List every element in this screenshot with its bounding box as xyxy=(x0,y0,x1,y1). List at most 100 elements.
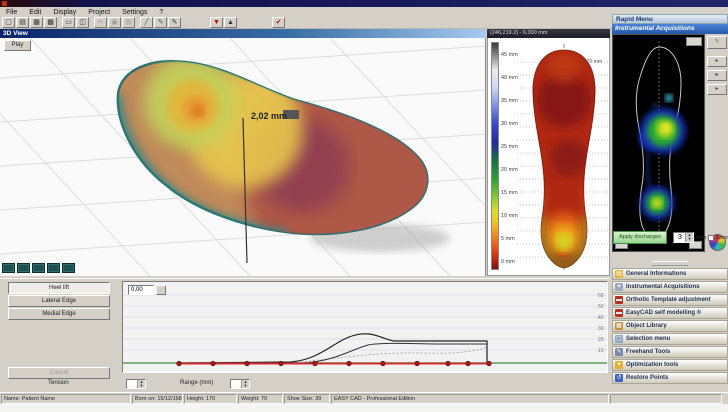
discharge-depth-stepper[interactable]: 3 ▲ ▼ xyxy=(673,232,694,243)
scan-option-button-1[interactable]: ▸ xyxy=(707,56,727,67)
height-value-field[interactable]: 0,00 xyxy=(128,285,154,295)
play-button[interactable]: Play xyxy=(4,40,31,51)
freehand-icon[interactable]: ✎ xyxy=(168,17,181,28)
scan-option-button-2[interactable]: ▸ xyxy=(707,70,727,81)
map-gridlines xyxy=(517,61,609,258)
pressure-scan-view[interactable] xyxy=(612,34,705,252)
height-value-button[interactable] xyxy=(156,285,166,295)
section-label: Orthotic Template adjustment xyxy=(626,297,711,303)
svg-text:60: 60 xyxy=(598,293,604,299)
mill-icon[interactable]: ▼ xyxy=(210,17,223,28)
section-easycad-self-modelling[interactable]: ▬ EasyCAD self modelling ® xyxy=(612,307,728,319)
stepper-arrows-icon[interactable]: ▲ ▼ xyxy=(137,380,145,388)
map-length-label: 270 mm xyxy=(584,59,603,65)
editor-gridlines xyxy=(123,294,607,351)
apply-discharges-button[interactable]: Apply discharges xyxy=(613,231,667,244)
stepper-arrows-icon[interactable]: ▲ ▼ xyxy=(241,380,249,388)
scale-tick: 10 mm xyxy=(501,213,518,219)
section-optimization-tools[interactable]: ✦ Optimization tools xyxy=(612,359,728,371)
toolbar: ▢ ▤ ▦ ▩ ▭ ◫ ✂ ▣ ▤ ╱ ✎ ✎ ▼ ▲ ✔ xyxy=(0,17,728,29)
control-points[interactable] xyxy=(176,360,492,367)
profile-curve-chart[interactable]: 60 50 40 30 20 10 xyxy=(123,282,607,372)
scan-scale-badge[interactable] xyxy=(686,37,702,46)
insole-thickness-map[interactable] xyxy=(517,38,610,276)
view-mode-texture-button[interactable] xyxy=(47,263,60,273)
reference-curve xyxy=(292,346,489,364)
export-icon[interactable]: ▲ xyxy=(224,17,237,28)
status-empty xyxy=(610,393,722,404)
pencil-icon[interactable]: ✎ xyxy=(154,17,167,28)
stepper-arrows-icon[interactable]: ▲ ▼ xyxy=(685,233,693,242)
window-title-bar xyxy=(0,0,728,7)
edit-acquisition-button[interactable]: ✎ xyxy=(707,36,727,49)
cut-icon[interactable]: ✂ xyxy=(94,17,107,28)
tension-label: Tension xyxy=(48,380,69,386)
section-general-informations[interactable]: ▤ General Informations xyxy=(612,268,728,280)
section-menu: ▤ General Informations ✦ Instrumental Ac… xyxy=(612,268,728,385)
discharge-depth-value: 3 xyxy=(678,234,682,241)
measure-icon[interactable]: ╱ xyxy=(140,17,153,28)
paste-icon[interactable]: ▤ xyxy=(122,17,135,28)
section-instrumental-acquisitions[interactable]: ✦ Instrumental Acquisitions xyxy=(612,281,728,293)
range-stepper[interactable]: ▲ ▼ xyxy=(230,379,250,389)
lateral-edge-button[interactable]: Lateral Edge xyxy=(8,295,110,307)
menu-file[interactable]: File xyxy=(6,8,18,16)
scan-corner-badge[interactable] xyxy=(689,241,702,249)
thickness-view-title-bar: (246,219.2) - 6,000 mm xyxy=(487,29,610,38)
open-icon[interactable]: ▤ xyxy=(16,17,29,28)
svg-text:40: 40 xyxy=(598,315,604,321)
thickness-view-panel[interactable]: 45 mm 40 mm 35 mm 30 mm 25 mm 20 mm 15 m… xyxy=(487,38,610,276)
view-mode-map-button[interactable] xyxy=(62,263,75,273)
section-label: Instrumental Acquisitions xyxy=(626,284,700,290)
menu-display[interactable]: Display xyxy=(53,8,77,16)
new-icon[interactable]: ▢ xyxy=(2,17,15,28)
print-icon[interactable]: ▭ xyxy=(62,17,75,28)
thickness-color-scale xyxy=(491,42,499,270)
insole-3d-render[interactable]: 2,02 mm xyxy=(0,38,486,276)
editor-y-axis: 60 50 40 30 20 10 xyxy=(598,293,604,354)
scale-tick: 35 mm xyxy=(501,98,518,104)
inner-profile-curve[interactable] xyxy=(178,342,487,365)
footprint-icon: ✦ xyxy=(615,283,623,291)
profile-curve-editor[interactable]: 0,00 60 50 40 30 20 10 xyxy=(122,281,608,373)
tension-stepper[interactable]: ▲ ▼ xyxy=(126,379,146,389)
heel-lift-button[interactable]: Heel lift xyxy=(8,282,110,294)
outer-profile-curve[interactable] xyxy=(178,333,488,364)
save-all-icon[interactable]: ▩ xyxy=(44,17,57,28)
view-mode-wire-button[interactable] xyxy=(2,263,15,273)
svg-text:10: 10 xyxy=(598,348,604,354)
selection-icon: ▢ xyxy=(615,335,623,343)
panel-splitter[interactable] xyxy=(652,261,688,266)
svg-text:50: 50 xyxy=(598,304,604,310)
section-freehand-tools[interactable]: ✎ Freehand Tools xyxy=(612,346,728,358)
section-selection-menu[interactable]: ▢ Selection menu xyxy=(612,333,728,345)
copy-icon[interactable]: ▣ xyxy=(108,17,121,28)
medial-edge-button[interactable]: Medial Edge xyxy=(8,308,110,320)
section-restore-points[interactable]: ↺ Restore Points xyxy=(612,372,728,384)
profile-editor-panel: Heel lift Lateral Edge Medial Edge Cance… xyxy=(0,278,610,392)
section-label: Selection menu xyxy=(626,336,671,342)
scale-tick: 30 mm xyxy=(501,121,518,127)
cancel-button[interactable]: Cancel xyxy=(8,367,110,379)
pressure-blobs xyxy=(639,94,686,220)
scan-option-button-3[interactable]: ▸ xyxy=(707,84,727,95)
scale-tick: 20 mm xyxy=(501,167,518,173)
section-label: Restore Points xyxy=(626,375,669,381)
smoothing-label: Smoothing xyxy=(716,235,728,241)
view3d-canvas[interactable]: Play xyxy=(0,38,486,276)
menu-settings[interactable]: Settings xyxy=(122,8,148,16)
view-mode-shade-button[interactable] xyxy=(32,263,45,273)
menu-project[interactable]: Project xyxy=(88,8,111,16)
menu-help[interactable]: ? xyxy=(159,8,164,16)
view-mode-flat-button[interactable] xyxy=(17,263,30,273)
smoothing-checkbox[interactable] xyxy=(708,235,714,241)
save-icon[interactable]: ▦ xyxy=(30,17,43,28)
validate-icon[interactable]: ✔ xyxy=(272,17,285,28)
measurement-label: 2,02 mm xyxy=(251,111,287,121)
section-label: General Informations xyxy=(626,271,687,277)
section-orthotic-template-adjustment[interactable]: ▬ Orthotic Template adjustment xyxy=(612,294,728,306)
preview-icon[interactable]: ◫ xyxy=(76,17,89,28)
menu-edit[interactable]: Edit xyxy=(29,8,42,16)
section-label: Optimization tools xyxy=(626,362,679,368)
section-object-library[interactable]: ▦ Object Library xyxy=(612,320,728,332)
